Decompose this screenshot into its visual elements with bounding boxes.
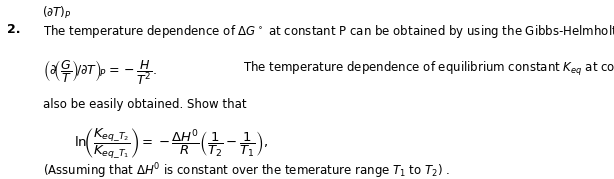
- Text: (Assuming that $\Delta H^0$ is constant over the temerature range $T_1$ to $T_2$: (Assuming that $\Delta H^0$ is constant …: [43, 161, 450, 179]
- Text: $\left(\partial\!\left(\dfrac{G}{T}\right)\!/\partial T\right)_{\!P} = -\dfrac{H: $\left(\partial\!\left(\dfrac{G}{T}\righ…: [43, 59, 157, 87]
- Text: 2.: 2.: [7, 23, 21, 36]
- Text: The temperature dependence of $\Delta G^\circ$ at constant P can be obtained by : The temperature dependence of $\Delta G^…: [43, 23, 614, 40]
- Text: $\mathrm{ln}\!\left(\dfrac{K_{eq\_T_2}}{K_{eq\_T_1}}\right) = -\dfrac{\Delta H^0: $\mathrm{ln}\!\left(\dfrac{K_{eq\_T_2}}{…: [74, 126, 268, 161]
- Text: $(\partial T)_{P}$: $(\partial T)_{P}$: [42, 5, 71, 21]
- Text: also be easily obtained. Show that: also be easily obtained. Show that: [43, 98, 247, 112]
- Text: The temperature dependence of equilibrium constant $K_{eq}$ at constant pressure: The temperature dependence of equilibriu…: [243, 60, 614, 78]
